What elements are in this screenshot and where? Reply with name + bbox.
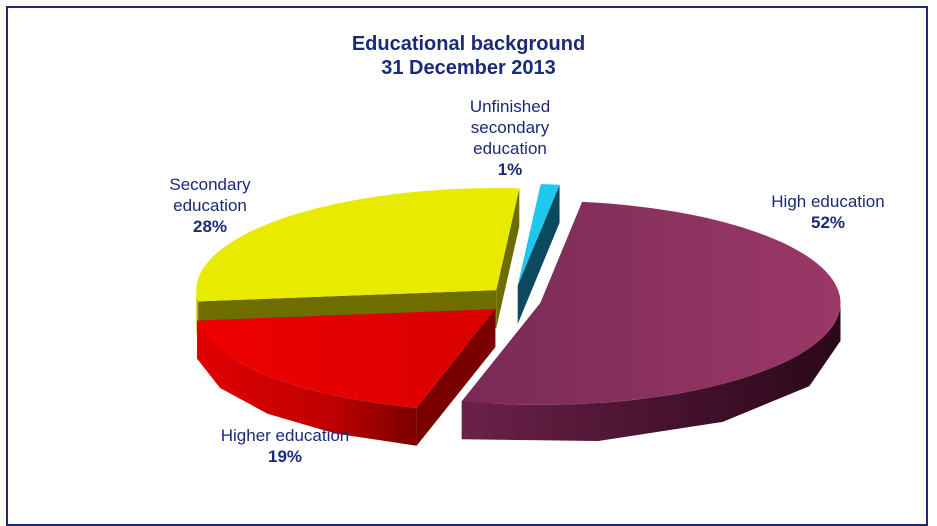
label-unfinished-secondary: Unfinished secondary education 1% [440, 96, 580, 180]
label-secondary-education: Secondary education 28% [140, 174, 280, 237]
slice-label-text: Unfinished [469, 97, 551, 116]
slice-top [196, 188, 520, 302]
label-high-education: High education 52% [748, 191, 908, 233]
pie-chart [196, 184, 841, 446]
slice-high-education [461, 201, 841, 441]
slice-percent-label: 1% [497, 160, 523, 179]
slice-label-text: High education [771, 192, 885, 211]
slice-label-text: education [473, 139, 547, 158]
slice-percent-label: 28% [192, 217, 228, 236]
slice-label-text: Higher education [220, 426, 350, 445]
slice-side [197, 320, 417, 446]
slice-unfinished-secondary [517, 184, 560, 324]
slice-percent-label: 19% [267, 447, 303, 466]
slice-cut-face [496, 188, 520, 329]
slice-side [461, 302, 841, 441]
chart-subtitle: 31 December 2013 [381, 57, 556, 79]
chart-title: Educational background [351, 33, 586, 55]
slice-percent-label: 52% [810, 213, 846, 232]
label-higher-education: Higher education 19% [190, 425, 380, 467]
slice-higher-education [197, 309, 496, 446]
slice-cut-face [517, 184, 560, 324]
slice-label-text: Secondary [169, 175, 251, 194]
slice-label-text: secondary [470, 118, 550, 137]
slice-top [197, 309, 496, 408]
slice-label-text: education [173, 196, 247, 215]
slice-top [461, 201, 841, 405]
slice-top [517, 184, 560, 286]
